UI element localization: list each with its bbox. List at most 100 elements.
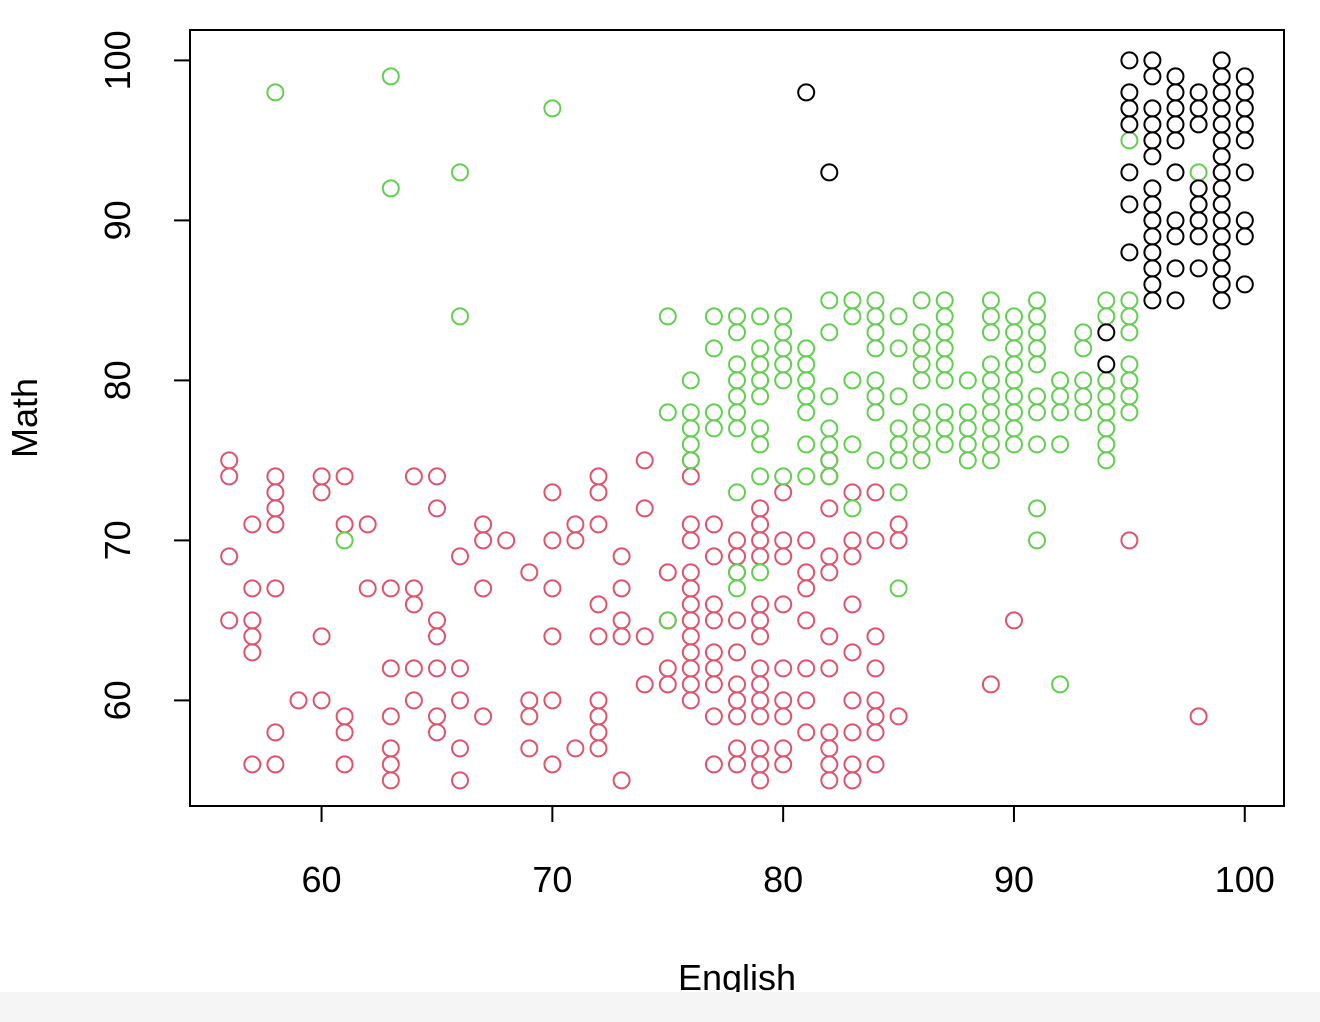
data-point-s1-103 (981, 307, 1000, 326)
data-point-s2-66 (1235, 227, 1254, 246)
data-point-s1-92 (935, 355, 954, 374)
data-point-s0-115 (728, 547, 746, 566)
data-point-s1-74 (889, 419, 908, 438)
data-point-s1-41 (774, 355, 793, 374)
data-point-s0-45 (428, 707, 446, 726)
data-point-s1-22 (728, 371, 746, 390)
x-tick-label: 80 (763, 859, 803, 900)
data-point-s2-32 (1166, 227, 1185, 246)
data-point-s2-63 (1235, 131, 1254, 150)
data-point-s0-11 (266, 483, 285, 502)
data-point-s1-71 (889, 307, 908, 326)
data-point-s0-16 (266, 755, 285, 774)
data-point-s0-109 (704, 643, 723, 662)
data-point-s1-155 (1120, 387, 1139, 406)
data-point-s0-84 (635, 451, 654, 470)
data-point-s1-49 (797, 435, 816, 454)
data-point-s2-47 (1212, 115, 1231, 134)
data-point-s1-134 (1051, 435, 1070, 454)
data-point-s0-42 (428, 611, 446, 630)
data-point-s1-20 (728, 323, 746, 342)
data-point-s1-63 (866, 291, 885, 310)
data-point-s0-121 (728, 707, 746, 726)
data-point-s1-102 (981, 291, 1000, 310)
data-point-s0-118 (728, 643, 746, 662)
data-point-s2-38 (1189, 179, 1208, 198)
data-point-s1-120 (1005, 435, 1023, 454)
data-point-s0-66 (543, 755, 562, 774)
data-point-s0-19 (312, 483, 331, 502)
data-point-s0-180 (866, 723, 885, 742)
data-point-s0-15 (266, 723, 285, 742)
data-point-s2-17 (1143, 179, 1162, 198)
data-point-s2-35 (1189, 83, 1208, 102)
data-point-s1-58 (843, 291, 862, 310)
data-point-s0-76 (589, 707, 608, 726)
data-point-s2-62 (1235, 115, 1254, 134)
data-point-s0-14 (266, 579, 285, 598)
data-point-s1-109 (981, 419, 1000, 438)
data-point-s0-72 (589, 515, 608, 534)
data-point-s0-134 (751, 707, 770, 726)
data-point-s1-87 (912, 451, 931, 470)
data-point-s0-129 (751, 611, 770, 630)
data-point-s0-30 (381, 659, 400, 678)
plot-area-frame (189, 29, 1285, 807)
data-point-s0-61 (543, 483, 562, 502)
data-point-s1-23 (728, 387, 746, 406)
data-point-s2-52 (1212, 195, 1231, 214)
data-point-s1-10 (681, 371, 700, 390)
data-point-s0-65 (543, 691, 562, 710)
data-point-s2-59 (1235, 67, 1254, 86)
data-point-s1-142 (1097, 307, 1116, 326)
data-point-s1-12 (681, 419, 700, 438)
data-point-s0-142 (774, 659, 793, 678)
data-point-s0-10 (266, 467, 285, 486)
data-point-s1-85 (912, 419, 931, 438)
data-point-s1-145 (1097, 403, 1116, 422)
y-tick-label: 80 (97, 360, 138, 400)
data-point-s1-152 (1120, 323, 1139, 342)
data-point-s1-28 (728, 579, 746, 598)
data-point-s0-54 (474, 579, 493, 598)
data-point-s0-157 (820, 547, 839, 566)
data-point-s1-90 (935, 323, 954, 342)
data-point-s0-106 (704, 547, 723, 566)
data-point-s0-80 (612, 579, 631, 598)
data-point-s0-36 (404, 579, 423, 598)
data-point-s1-26 (728, 483, 746, 502)
data-point-s2-0 (797, 83, 816, 102)
data-point-s1-1 (381, 67, 400, 86)
data-point-s2-57 (1212, 275, 1231, 294)
data-point-s1-50 (797, 467, 816, 486)
data-point-s0-52 (474, 515, 493, 534)
data-point-s1-131 (1051, 371, 1070, 390)
data-point-s2-46 (1212, 99, 1231, 118)
data-point-s0-126 (751, 531, 770, 550)
data-point-s0-48 (451, 659, 469, 678)
data-point-s2-48 (1212, 131, 1231, 150)
x-axis-title: English (678, 957, 796, 998)
data-point-s1-127 (1028, 403, 1046, 422)
data-point-s0-105 (704, 515, 723, 534)
data-point-s0-101 (681, 643, 700, 662)
data-point-s0-58 (520, 691, 539, 710)
data-point-s1-32 (751, 371, 770, 390)
data-point-s1-86 (912, 435, 931, 454)
data-point-s0-156 (820, 499, 839, 518)
data-point-s0-159 (820, 627, 839, 646)
data-point-s1-100 (958, 435, 977, 454)
data-point-s0-177 (866, 659, 885, 678)
data-point-s1-52 (820, 323, 839, 342)
data-point-s2-6 (1120, 99, 1139, 118)
data-point-s1-139 (1074, 387, 1093, 406)
data-point-s0-144 (774, 707, 793, 726)
data-point-s1-78 (889, 579, 908, 598)
data-point-s1-38 (774, 307, 793, 326)
data-point-s0-40 (428, 467, 446, 486)
data-point-s2-54 (1212, 227, 1231, 246)
data-point-s0-31 (381, 707, 400, 726)
data-point-s0-70 (589, 467, 608, 486)
data-point-s1-112 (1005, 307, 1023, 326)
data-point-s2-33 (1166, 259, 1185, 278)
